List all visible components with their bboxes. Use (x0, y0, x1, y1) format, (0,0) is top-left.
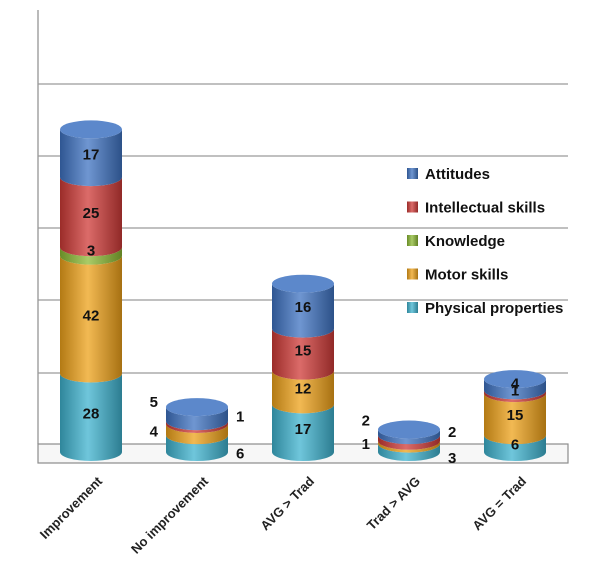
segment-avg-trad-intellectual-skills (272, 328, 334, 380)
segment-avg-trad-physical-properties (272, 404, 334, 461)
bar-cap-avg-trad (272, 274, 334, 293)
legend-item-knowledge: Knowledge (407, 233, 505, 250)
segment-improvement-motor-skills (60, 255, 122, 383)
x-tick-label: AVG = Trad (469, 473, 529, 533)
value-label: 6 (511, 437, 519, 454)
legend-item-intellectual-skills: Intellectual skills (407, 200, 545, 217)
legend-swatch (407, 201, 418, 213)
value-label: 1 (236, 409, 244, 426)
segment-avg-trad-intellectual-skills (484, 390, 546, 403)
bar-trad-avg (378, 420, 440, 461)
segment-no-improvement-intellectual-skills (165, 421, 228, 433)
segment-no-improvement-motor-skills (165, 423, 228, 445)
value-label: 3 (448, 450, 456, 467)
bar-cap-trad-avg (378, 420, 440, 439)
legend-label: Motor skills (425, 267, 508, 284)
bar-avg-trad (484, 370, 546, 461)
x-tick-label: Improvement (37, 473, 106, 542)
legend-item-attitudes: Attitudes (407, 166, 490, 183)
value-label: 4 (511, 376, 520, 393)
segment-no-improvement-attitudes (165, 407, 228, 431)
legend-item-motor-skills: Motor skills (407, 267, 508, 284)
value-label: 17 (83, 146, 100, 163)
value-label: 6 (236, 446, 244, 463)
legend-label: Intellectual skills (425, 200, 545, 217)
value-label: 17 (295, 421, 312, 438)
value-label: 15 (507, 407, 524, 424)
value-label: 25 (83, 205, 100, 222)
segment-improvement-attitudes (60, 129, 122, 187)
x-tick-label: No improvement (128, 473, 212, 557)
legend-label: Knowledge (425, 233, 505, 250)
bar-cap-avg-trad (484, 370, 546, 389)
x-tick-label: Trad > AVG (364, 474, 423, 533)
legend: Attitudes Intellectual skills Knowledge Mot… (407, 166, 563, 317)
segment-avg-trad-physical-properties (484, 435, 546, 461)
value-label: 1 (362, 436, 370, 453)
value-label: 3 (87, 242, 95, 259)
value-label: 12 (295, 380, 312, 397)
bar-cap-no-improvement (166, 398, 228, 417)
segment-trad-avg-motor-skills (378, 440, 440, 453)
bar-no-improvement (165, 398, 228, 461)
segment-avg-trad-motor-skills (272, 370, 334, 414)
legend-swatch (407, 302, 418, 313)
x-tick-labels: Improvement No improvement AVG > Trad Trad … (37, 473, 529, 557)
bar-improvement (60, 120, 122, 461)
value-label: 28 (83, 406, 100, 423)
legend-swatch (407, 268, 418, 280)
legend-item-physical-properties: Physical properties (407, 300, 563, 317)
segment-avg-trad-motor-skills (484, 393, 546, 445)
segment-trad-avg-physical-properties (378, 443, 440, 461)
legend-swatch (407, 235, 418, 246)
bars (60, 120, 546, 461)
segment-improvement-intellectual-skills (60, 177, 122, 257)
segment-improvement-knowledge (60, 247, 122, 265)
segment-improvement-physical-properties (60, 373, 122, 461)
bar-avg-trad (272, 274, 334, 461)
segment-avg-trad-attitudes (484, 379, 546, 400)
value-label: 42 (83, 308, 100, 325)
segment-trad-avg-attitudes (378, 429, 440, 445)
bar-cap-improvement (60, 120, 122, 139)
legend-label: Physical properties (425, 300, 563, 317)
segment-avg-trad-attitudes (272, 283, 334, 338)
segment-trad-avg-intellectual-skills (378, 435, 440, 450)
value-label: 2 (448, 424, 456, 441)
value-label: 15 (295, 343, 312, 360)
segment-no-improvement-physical-properties (165, 435, 228, 461)
legend-swatch (407, 168, 418, 179)
legend-label: Attitudes (425, 166, 490, 183)
value-label: 1 (511, 383, 519, 400)
value-label: 16 (295, 299, 312, 316)
value-label: 4 (150, 424, 159, 441)
x-tick-label: AVG > Trad (257, 473, 317, 533)
value-label: 5 (150, 394, 158, 411)
value-label: 2 (362, 412, 370, 429)
